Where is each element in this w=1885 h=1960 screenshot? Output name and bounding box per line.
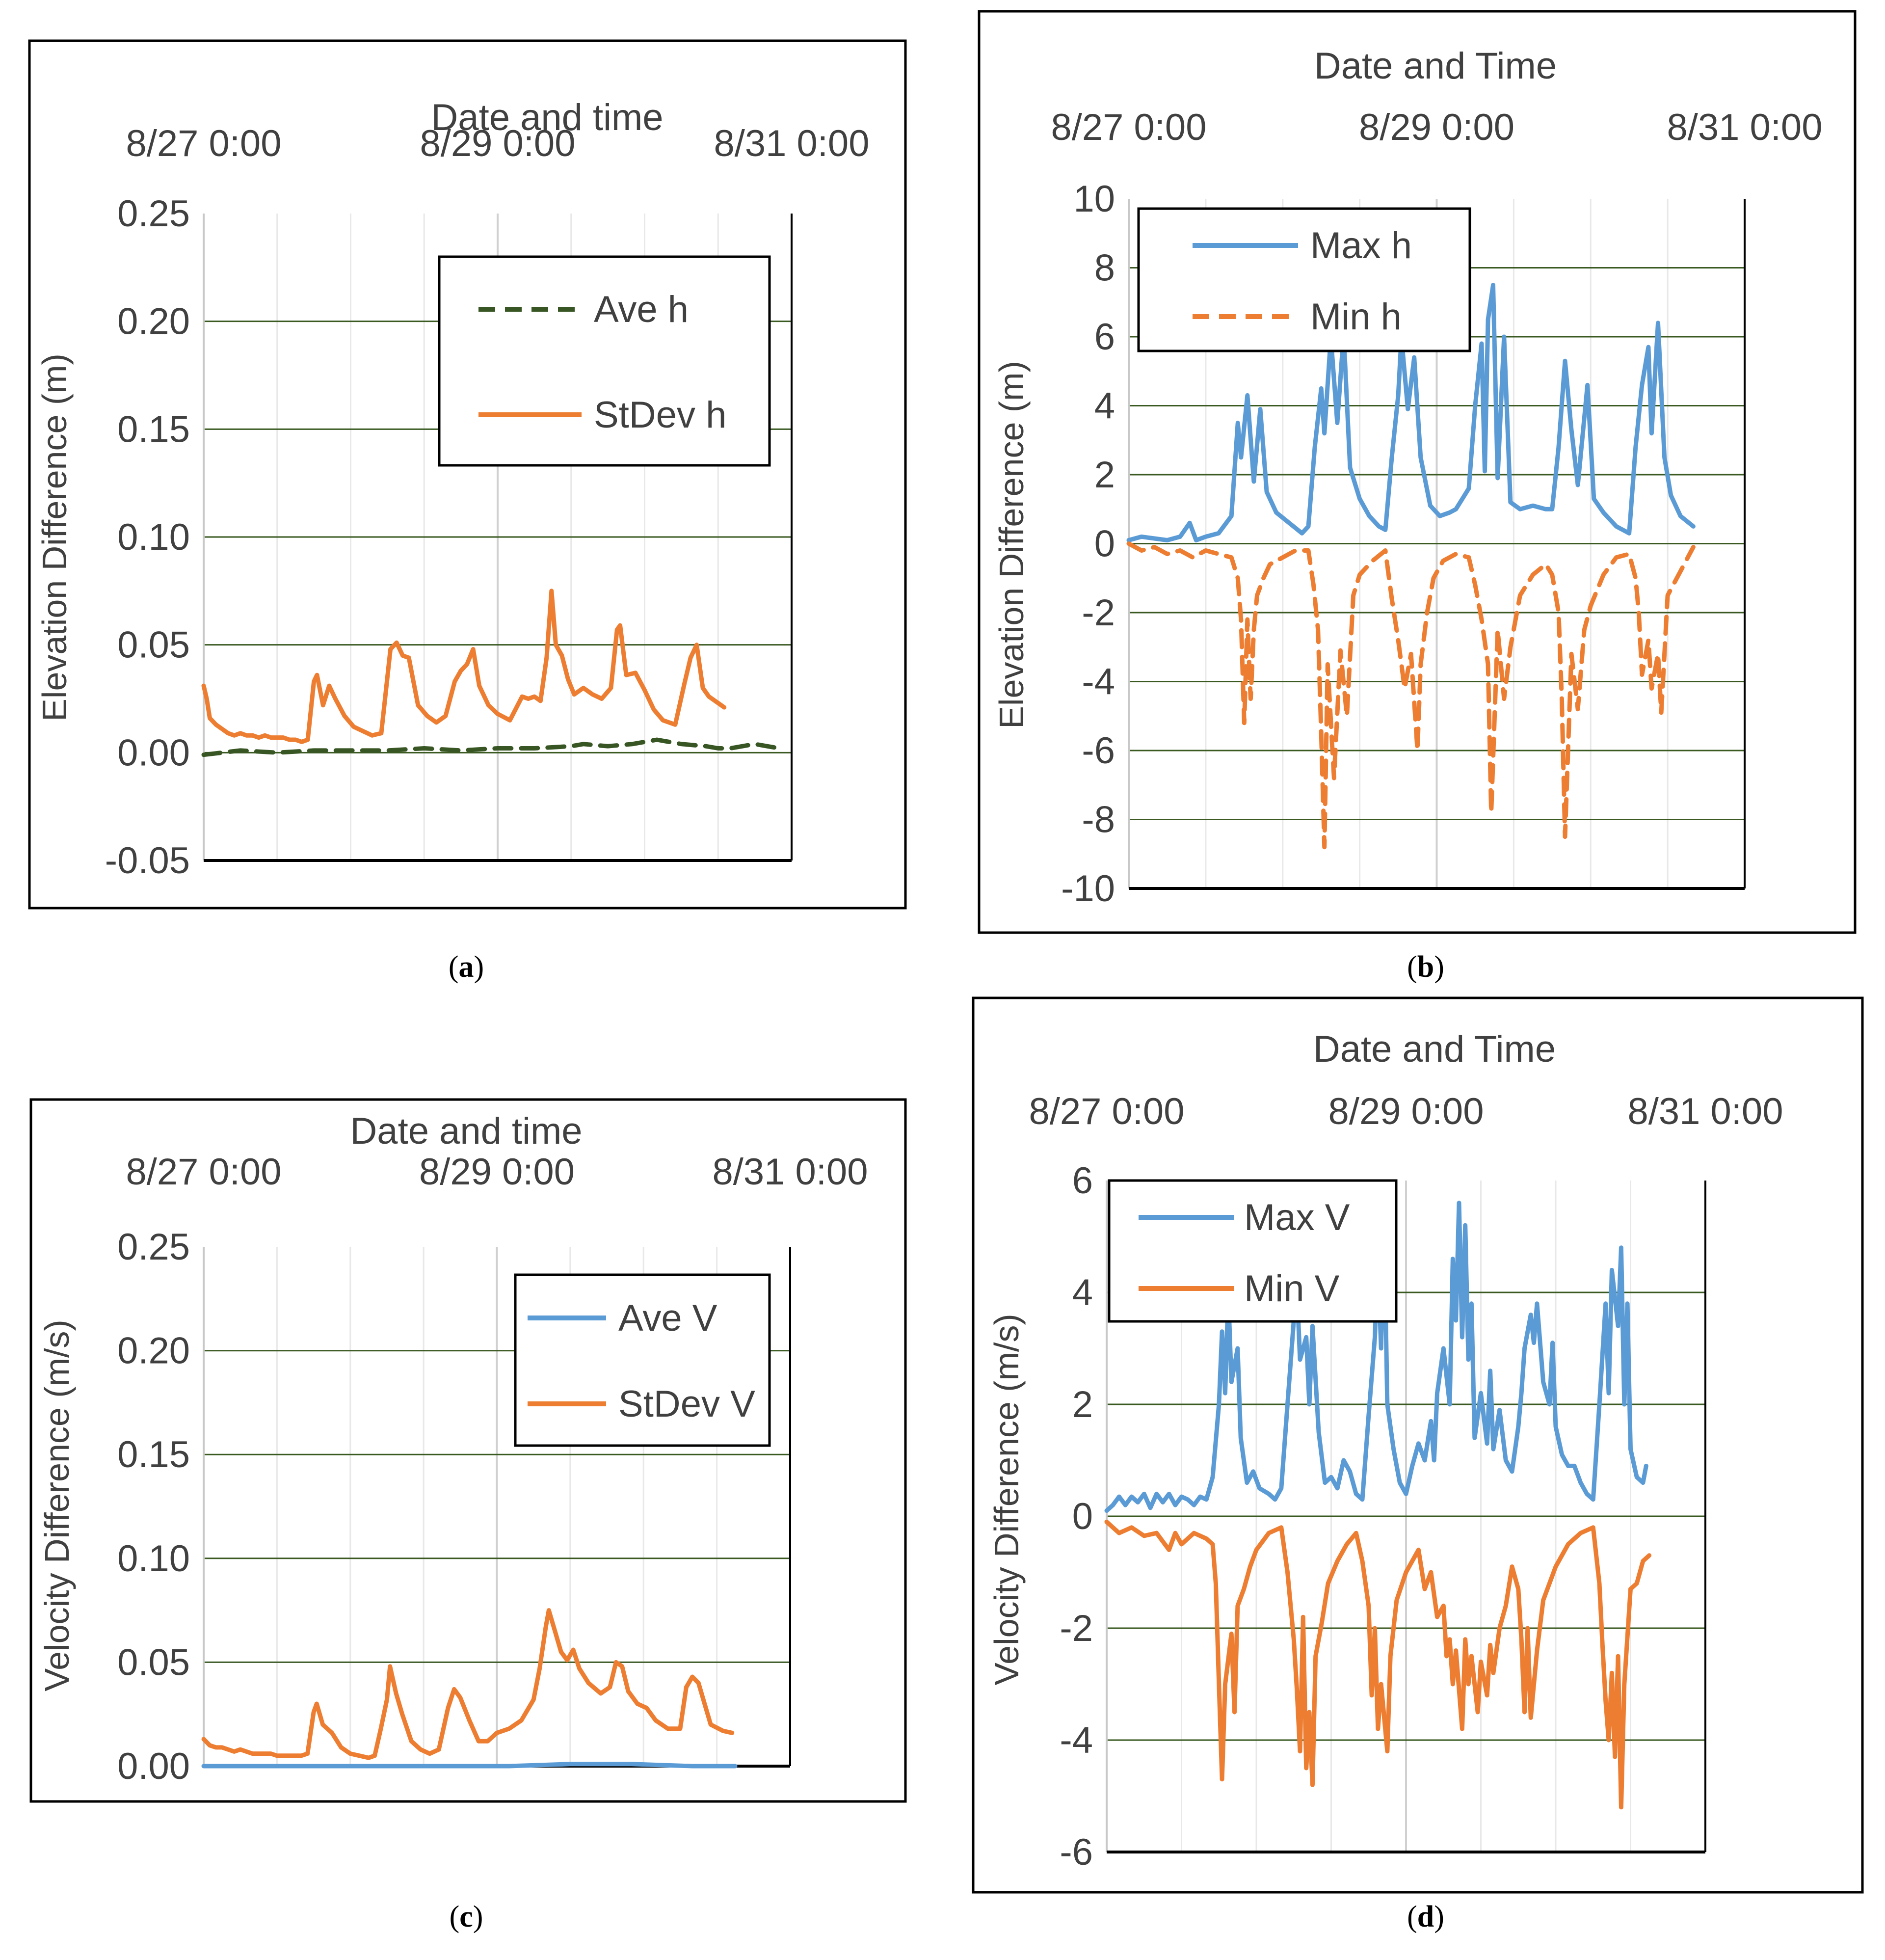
x-tick-label: 8/29 0:00 xyxy=(419,1151,575,1193)
x-tick-label: 8/29 0:00 xyxy=(1328,1091,1484,1132)
y-tick-label: -8 xyxy=(1082,799,1115,841)
panel-caption: (a) xyxy=(449,950,484,984)
y-tick-label: 10 xyxy=(1073,178,1115,220)
legend-label: StDev V xyxy=(618,1383,755,1425)
y-tick-label: 0.25 xyxy=(117,1226,190,1268)
y-tick-label: -6 xyxy=(1060,1831,1093,1873)
legend-label: Max h xyxy=(1310,225,1412,267)
y-tick-label: 2 xyxy=(1094,454,1115,496)
y-tick-label: 0.10 xyxy=(117,1538,190,1580)
legend-box xyxy=(1137,207,1471,352)
y-tick-label: -4 xyxy=(1060,1719,1093,1761)
y-tick-label: 2 xyxy=(1072,1384,1093,1425)
y-tick-label: 0.25 xyxy=(117,193,190,235)
series-line-stdev-h xyxy=(201,589,727,744)
y-tick-label: 0.00 xyxy=(117,732,190,774)
y-axis-title: Velocity Difference (m/s) xyxy=(987,1314,1026,1685)
y-axis-title: Elevation Difference (m) xyxy=(35,353,74,722)
y-tick-label: 0.15 xyxy=(117,1434,190,1476)
chart-a: -0.05 0.00 0.05 0.10 0.15 0.20 0.25 8/27 0:00 8/… xyxy=(28,39,907,984)
legend-label: Ave V xyxy=(618,1297,717,1339)
panel-caption: (c) xyxy=(450,1900,483,1933)
x-tick-label: 8/31 0:00 xyxy=(1628,1091,1783,1132)
y-axis-title: Elevation Difference (m) xyxy=(992,361,1031,729)
series-line-stdev-v xyxy=(201,1608,735,1760)
x-tick-label: 8/29 0:00 xyxy=(420,123,576,164)
legend-label: Max V xyxy=(1244,1197,1350,1238)
legend-label: Min h xyxy=(1310,296,1402,338)
y-tick-label: -6 xyxy=(1082,730,1115,772)
x-tick-label: 8/27 0:00 xyxy=(1051,107,1207,148)
y-tick-label: 6 xyxy=(1072,1160,1093,1202)
x-tick-label: 8/27 0:00 xyxy=(126,123,282,164)
x-axis-title: Date and Time xyxy=(1314,45,1557,87)
y-tick-label: -10 xyxy=(1061,868,1115,910)
legend-label: Min V xyxy=(1244,1268,1340,1310)
x-axis-title: Date and time xyxy=(350,1110,582,1152)
series-line-max-v xyxy=(1104,1201,1648,1513)
y-tick-label: 0.10 xyxy=(117,516,190,558)
x-tick-label: 8/31 0:00 xyxy=(1667,107,1823,148)
y-tick-label: 6 xyxy=(1094,316,1115,358)
y-tick-label: 0.05 xyxy=(117,1641,190,1683)
y-axis-title: Velocity Difference (m/s) xyxy=(38,1319,76,1691)
y-tick-label: -2 xyxy=(1082,592,1115,634)
x-axis-title: Date and time xyxy=(431,97,663,138)
panel-caption: (d) xyxy=(1407,1900,1444,1933)
y-tick-label: 0.20 xyxy=(117,301,190,343)
y-tick-label: -4 xyxy=(1082,661,1115,703)
x-tick-label: 8/31 0:00 xyxy=(714,123,870,164)
chart-frame xyxy=(978,10,1857,934)
x-tick-label: 8/27 0:00 xyxy=(1029,1091,1185,1132)
y-tick-label: 4 xyxy=(1072,1272,1093,1314)
panel-caption: (b) xyxy=(1407,950,1444,984)
chart-frame xyxy=(29,1098,907,1803)
y-tick-label: 4 xyxy=(1094,385,1115,427)
series-line-min-h xyxy=(1126,541,1696,850)
chart-d: -6 -4 -2 0 2 4 6 8/27 0:00 8/29 0:00 8/31 0:00 Dat… xyxy=(972,996,1864,1933)
y-tick-label: 0.15 xyxy=(117,408,190,450)
series-line-ave-v xyxy=(201,1762,738,1769)
x-tick-label: 8/31 0:00 xyxy=(713,1151,868,1193)
y-tick-label: 0 xyxy=(1072,1496,1093,1537)
y-tick-label: -0.05 xyxy=(105,840,190,882)
y-tick-label: -2 xyxy=(1060,1608,1093,1649)
y-tick-label: 8 xyxy=(1094,247,1115,289)
y-tick-label: 0.20 xyxy=(117,1330,190,1372)
chart-b: -10 -8 -6 -4 -2 0 2 4 6 8 10 8/27 0:00 8/29 0:00 8/31… xyxy=(978,10,1857,984)
legend-box xyxy=(514,1273,771,1447)
x-axis-title: Date and Time xyxy=(1313,1028,1556,1070)
series-line-min-v xyxy=(1104,1519,1652,1810)
chart-frame xyxy=(28,39,907,910)
series-line-max-h xyxy=(1126,283,1696,542)
y-tick-label: 0 xyxy=(1094,523,1115,565)
series-line-ave-h xyxy=(201,737,782,757)
chart-c: 0.00 0.05 0.10 0.15 0.20 0.25 8/27 0:00 8/29 0:… xyxy=(29,1098,907,1933)
legend-box xyxy=(1108,1179,1398,1323)
x-tick-label: 8/29 0:00 xyxy=(1359,107,1514,148)
legend-box xyxy=(438,255,771,467)
y-tick-label: 0.00 xyxy=(117,1745,190,1787)
legend-label: StDev h xyxy=(594,394,726,436)
legend-label: Ave h xyxy=(594,289,689,330)
x-tick-label: 8/27 0:00 xyxy=(126,1151,282,1193)
y-tick-label: 0.05 xyxy=(117,624,190,666)
